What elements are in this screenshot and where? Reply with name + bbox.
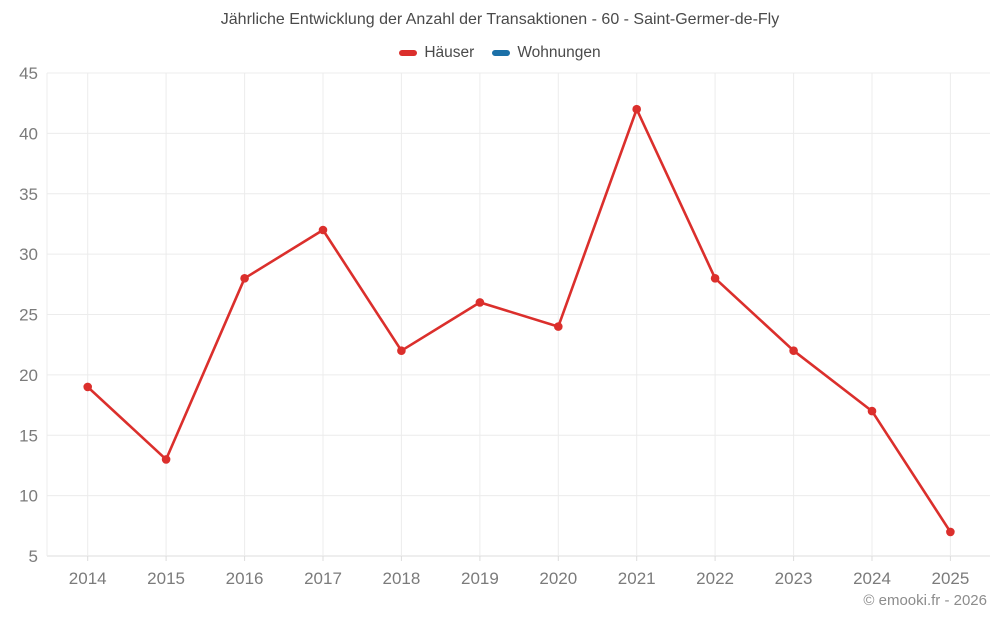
- data-point-2022[interactable]: [710, 274, 720, 283]
- legend: Häuser Wohnungen: [0, 44, 1000, 62]
- data-point-2024[interactable]: [867, 406, 877, 416]
- x-tick-label: 2021: [618, 569, 656, 588]
- data-point-2019[interactable]: [475, 298, 485, 307]
- x-tick-label: 2019: [461, 569, 499, 588]
- x-tick-label: 2016: [226, 569, 264, 588]
- y-tick-label: 10: [19, 487, 38, 506]
- data-point-2025[interactable]: [946, 527, 955, 537]
- data-point-2018[interactable]: [397, 346, 406, 356]
- x-tick-label: 2022: [696, 569, 734, 588]
- legend-item-haeuser[interactable]: Häuser: [399, 44, 474, 62]
- y-tick-label: 45: [19, 64, 38, 83]
- x-tick-label: 2014: [69, 569, 107, 588]
- x-tick-label: 2018: [382, 569, 420, 588]
- x-tick-label: 2020: [539, 569, 577, 588]
- x-tick-label: 2025: [931, 569, 969, 588]
- x-tick-label: 2017: [304, 569, 342, 588]
- series-line-häuser: [86, 107, 952, 534]
- y-tick-label: 40: [19, 124, 38, 143]
- data-point-2015[interactable]: [161, 455, 171, 464]
- y-tick-label: 30: [19, 245, 38, 264]
- chart-title: Jährliche Entwicklung der Anzahl der Tra…: [220, 11, 780, 28]
- legend-swatch-haeuser: [399, 50, 418, 56]
- legend-label-haeuser: Häuser: [424, 44, 475, 61]
- x-tick-label: 2024: [853, 569, 891, 588]
- legend-label-wohnungen: Wohnungen: [517, 44, 601, 61]
- legend-item-wohnungen[interactable]: Wohnungen: [492, 44, 601, 62]
- y-tick-label: 20: [19, 366, 38, 385]
- y-tick-label: 35: [19, 185, 38, 204]
- data-point-2023[interactable]: [789, 346, 798, 356]
- x-tick-label: 2015: [147, 569, 185, 588]
- y-tick-label: 25: [19, 306, 38, 325]
- data-point-2016[interactable]: [240, 274, 249, 283]
- y-tick-label: 15: [19, 426, 38, 445]
- y-tick-label: 5: [29, 547, 38, 566]
- legend-swatch-wohnungen: [492, 50, 511, 56]
- data-point-2020[interactable]: [554, 322, 563, 331]
- x-tick-label: 2023: [775, 569, 813, 588]
- data-point-2017[interactable]: [318, 225, 328, 235]
- data-point-2014[interactable]: [83, 382, 92, 392]
- copyright-text: © emooki.fr - 2026: [863, 592, 987, 609]
- data-point-2021[interactable]: [632, 104, 641, 114]
